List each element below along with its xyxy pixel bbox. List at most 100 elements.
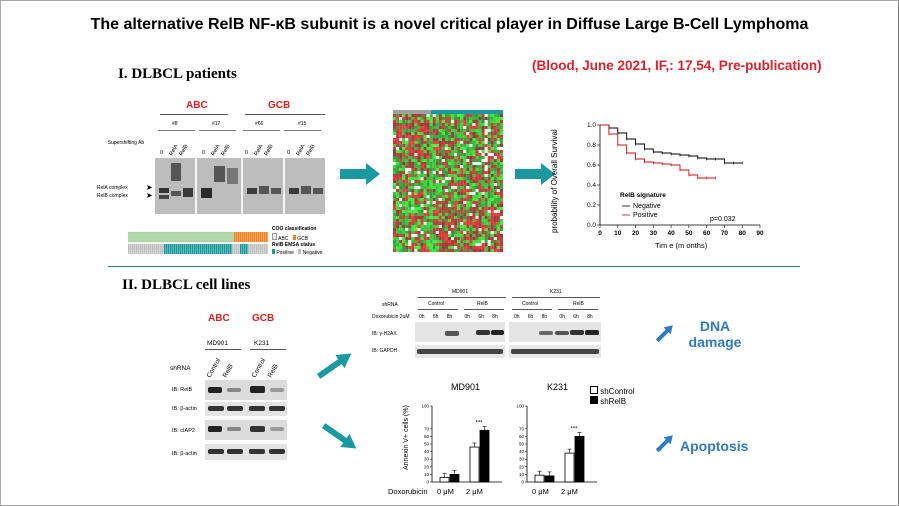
heatmap-cell bbox=[393, 189, 397, 192]
heatmap-cell bbox=[411, 162, 415, 165]
heatmap-cell bbox=[417, 171, 421, 174]
bar-y-tick-label: 30 bbox=[424, 457, 430, 462]
wb-abc-label: ABC bbox=[208, 313, 230, 324]
heatmap-cell bbox=[438, 174, 442, 177]
emsa-cell bbox=[178, 244, 180, 254]
heatmap-cell bbox=[493, 156, 497, 159]
heatmap-cell bbox=[411, 243, 415, 246]
heatmap-cell bbox=[469, 192, 473, 195]
heatmap-cell bbox=[429, 180, 433, 183]
heatmap-cell bbox=[411, 213, 415, 216]
heatmap-cell bbox=[490, 246, 494, 249]
heatmap-cell bbox=[496, 237, 500, 240]
heatmap-cell bbox=[457, 156, 461, 159]
heatmap-cell bbox=[451, 246, 455, 249]
heatmap-cell bbox=[441, 210, 445, 213]
heatmap-cell bbox=[466, 228, 470, 231]
heatmap-cell bbox=[448, 162, 452, 165]
heatmap-cell bbox=[484, 189, 488, 192]
heatmap-cell bbox=[435, 207, 439, 210]
heatmap-cell bbox=[435, 246, 439, 249]
heatmap-cell bbox=[426, 150, 430, 153]
heatmap-cell bbox=[399, 114, 403, 117]
heatmap-cell bbox=[484, 123, 488, 126]
heatmap-cell bbox=[451, 225, 455, 228]
heatmap-cell bbox=[435, 165, 439, 168]
coo-cell bbox=[131, 231, 134, 243]
heatmap-cell bbox=[493, 144, 497, 147]
heatmap-cell bbox=[399, 144, 403, 147]
heatmap-cell bbox=[402, 231, 406, 234]
heatmap-cell bbox=[426, 138, 430, 141]
heatmap-cell bbox=[448, 237, 452, 240]
heatmap-cell bbox=[493, 150, 497, 153]
heatmap-cell bbox=[481, 147, 485, 150]
heatmap-cell bbox=[466, 237, 470, 240]
heatmap-cell bbox=[408, 213, 412, 216]
wb-right-relb-2: RelB bbox=[573, 301, 584, 307]
heatmap-cell bbox=[481, 210, 485, 213]
heatmap-cell bbox=[417, 201, 421, 204]
heatmap-cell bbox=[417, 159, 421, 162]
bar-y-tick-label: 100 bbox=[421, 404, 429, 409]
heatmap-cell bbox=[426, 195, 430, 198]
heatmap-cell bbox=[487, 174, 491, 177]
bar-y-tick-label: 70 bbox=[424, 426, 430, 431]
emsa-cell bbox=[128, 244, 130, 254]
heatmap-cell bbox=[454, 138, 458, 141]
heatmap-cell bbox=[423, 198, 427, 201]
heatmap-cell bbox=[499, 231, 503, 234]
bar-xlabel-prefix: Doxorubicin bbox=[388, 487, 428, 496]
heatmap-cell bbox=[472, 225, 476, 228]
emsa-cell bbox=[170, 244, 172, 254]
heatmap-cell bbox=[448, 132, 452, 135]
heatmap-cell bbox=[472, 243, 476, 246]
heatmap-cell bbox=[429, 177, 433, 180]
heatmap-cell bbox=[444, 240, 448, 243]
heatmap-cell bbox=[399, 207, 403, 210]
heatmap-cell bbox=[438, 129, 442, 132]
heatmap-cell bbox=[411, 210, 415, 213]
heatmap-cell bbox=[481, 207, 485, 210]
heatmap-cell bbox=[438, 120, 442, 123]
coo-cell bbox=[183, 231, 186, 243]
heatmap-cell bbox=[460, 144, 464, 147]
heatmap-cell bbox=[481, 246, 485, 249]
heatmap-cell bbox=[463, 180, 467, 183]
heatmap-cell bbox=[399, 237, 403, 240]
heatmap-cell bbox=[420, 138, 424, 141]
heatmap-cell bbox=[487, 198, 491, 201]
heatmap-cell bbox=[481, 168, 485, 171]
heatmap-cell bbox=[414, 246, 418, 249]
heatmap-cell bbox=[475, 228, 479, 231]
heatmap-cell bbox=[487, 234, 491, 237]
coo-cell bbox=[171, 231, 174, 243]
emsa-cell bbox=[148, 244, 150, 254]
heatmap-cell bbox=[429, 237, 433, 240]
heatmap-cell bbox=[481, 213, 485, 216]
heatmap-cell bbox=[460, 123, 464, 126]
heatmap-cell bbox=[475, 201, 479, 204]
heatmap-cell bbox=[399, 159, 403, 162]
heatmap-cell bbox=[478, 228, 482, 231]
heatmap-cell bbox=[417, 138, 421, 141]
heatmap-cell bbox=[493, 126, 497, 129]
heatmap-cell bbox=[454, 147, 458, 150]
heatmap-cell bbox=[435, 195, 439, 198]
heatmap-cell bbox=[432, 240, 436, 243]
heatmap-cell bbox=[472, 201, 476, 204]
heatmap-cell bbox=[432, 123, 436, 126]
heatmap-cell bbox=[451, 228, 455, 231]
heatmap-cell bbox=[414, 222, 418, 225]
x-tick-label: 70 bbox=[721, 230, 729, 237]
heatmap-cell bbox=[478, 201, 482, 204]
heatmap-cell bbox=[496, 147, 500, 150]
heatmap-cell bbox=[493, 225, 497, 228]
heatmap-cell bbox=[408, 129, 412, 132]
heatmap-cell bbox=[396, 174, 400, 177]
heatmap-cell bbox=[475, 150, 479, 153]
heatmap-cell bbox=[493, 153, 497, 156]
heatmap-cell bbox=[451, 222, 455, 225]
heatmap-cell bbox=[423, 192, 427, 195]
lane-label: RelA bbox=[254, 143, 265, 157]
